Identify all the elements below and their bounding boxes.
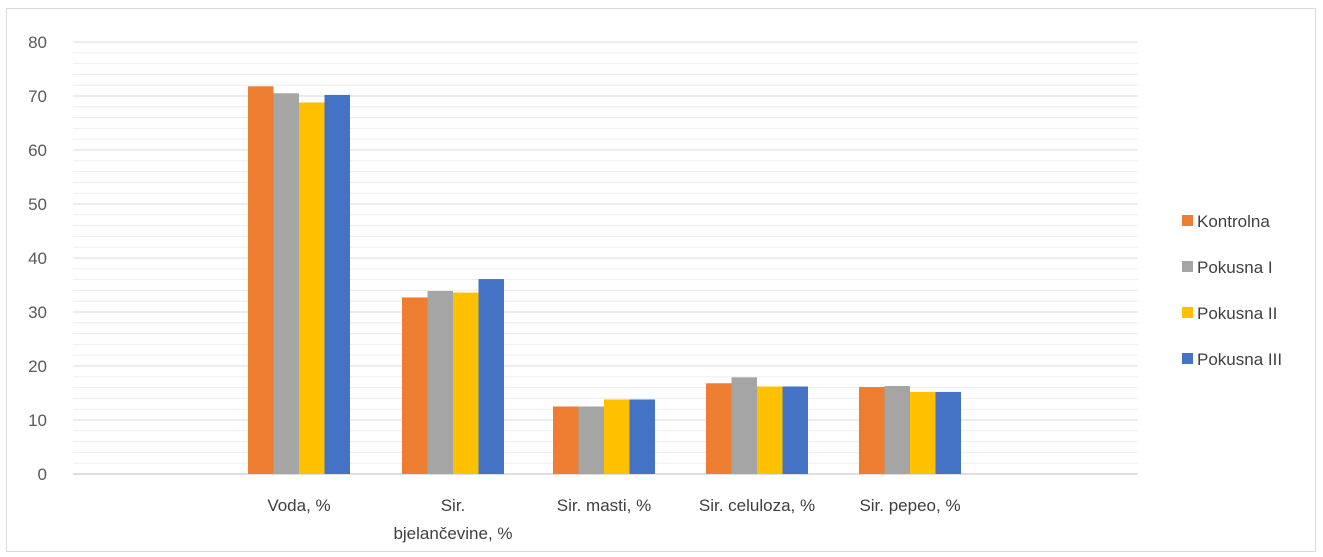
x-tick-label: Sir. masti, % — [557, 496, 651, 515]
x-tick-label-line: Voda, % — [267, 496, 330, 515]
legend-swatch — [1182, 215, 1193, 226]
legend-label: Pokusna II — [1197, 304, 1277, 323]
bar — [248, 86, 274, 474]
y-tick-label: 20 — [28, 357, 47, 376]
legend-label: Pokusna III — [1197, 350, 1282, 369]
legend: Kontrolna Pokusna I Pokusna II Pokusna III — [1182, 212, 1282, 369]
legend-swatch — [1182, 307, 1193, 318]
x-tick-label-line: Sir. — [441, 496, 466, 515]
x-tick-label: Voda, % — [267, 496, 330, 515]
bars — [248, 86, 961, 475]
legend-swatch — [1182, 353, 1193, 364]
x-tick-label: Sir. celuloza, % — [699, 496, 815, 515]
bar — [553, 406, 579, 474]
bar — [427, 290, 453, 474]
bar — [782, 386, 808, 474]
x-tick-label: Sir. bjelančevine, % — [393, 496, 512, 543]
y-tick-label: 30 — [28, 303, 47, 322]
y-tick-label: 50 — [28, 195, 47, 214]
legend-label: Pokusna I — [1197, 258, 1273, 277]
bar — [910, 391, 936, 474]
bar — [935, 391, 961, 474]
bar — [478, 279, 504, 474]
bar — [453, 292, 479, 474]
bar — [859, 387, 885, 474]
bar — [629, 399, 655, 474]
y-tick-label: 60 — [28, 141, 47, 160]
x-tick-label-line: Sir. masti, % — [557, 496, 651, 515]
y-tick-label: 0 — [38, 465, 47, 484]
x-tick-label: Sir. pepeo, % — [859, 496, 960, 515]
bar — [604, 399, 630, 474]
x-tick-label-line: bjelančevine, % — [393, 524, 512, 543]
bar — [299, 102, 325, 474]
y-tick-label: 10 — [28, 411, 47, 430]
legend-label: Kontrolna — [1197, 212, 1270, 231]
bar — [731, 377, 757, 474]
y-tick-label: 80 — [28, 33, 47, 52]
bar — [402, 297, 428, 474]
y-axis: 0 10 20 30 40 50 60 70 80 — [28, 33, 47, 484]
bar — [273, 93, 299, 475]
legend-swatch — [1182, 261, 1193, 272]
x-tick-label-line: Sir. celuloza, % — [699, 496, 815, 515]
bar — [884, 385, 910, 474]
x-axis: Voda, % Sir. bjelančevine, % Sir. masti, % S… — [267, 496, 960, 543]
y-tick-label: 70 — [28, 87, 47, 106]
bar — [757, 386, 783, 474]
bar — [706, 383, 732, 474]
y-tick-label: 40 — [28, 249, 47, 268]
bar — [578, 406, 604, 474]
bar — [324, 94, 350, 475]
x-tick-label-line: Sir. pepeo, % — [859, 496, 960, 515]
